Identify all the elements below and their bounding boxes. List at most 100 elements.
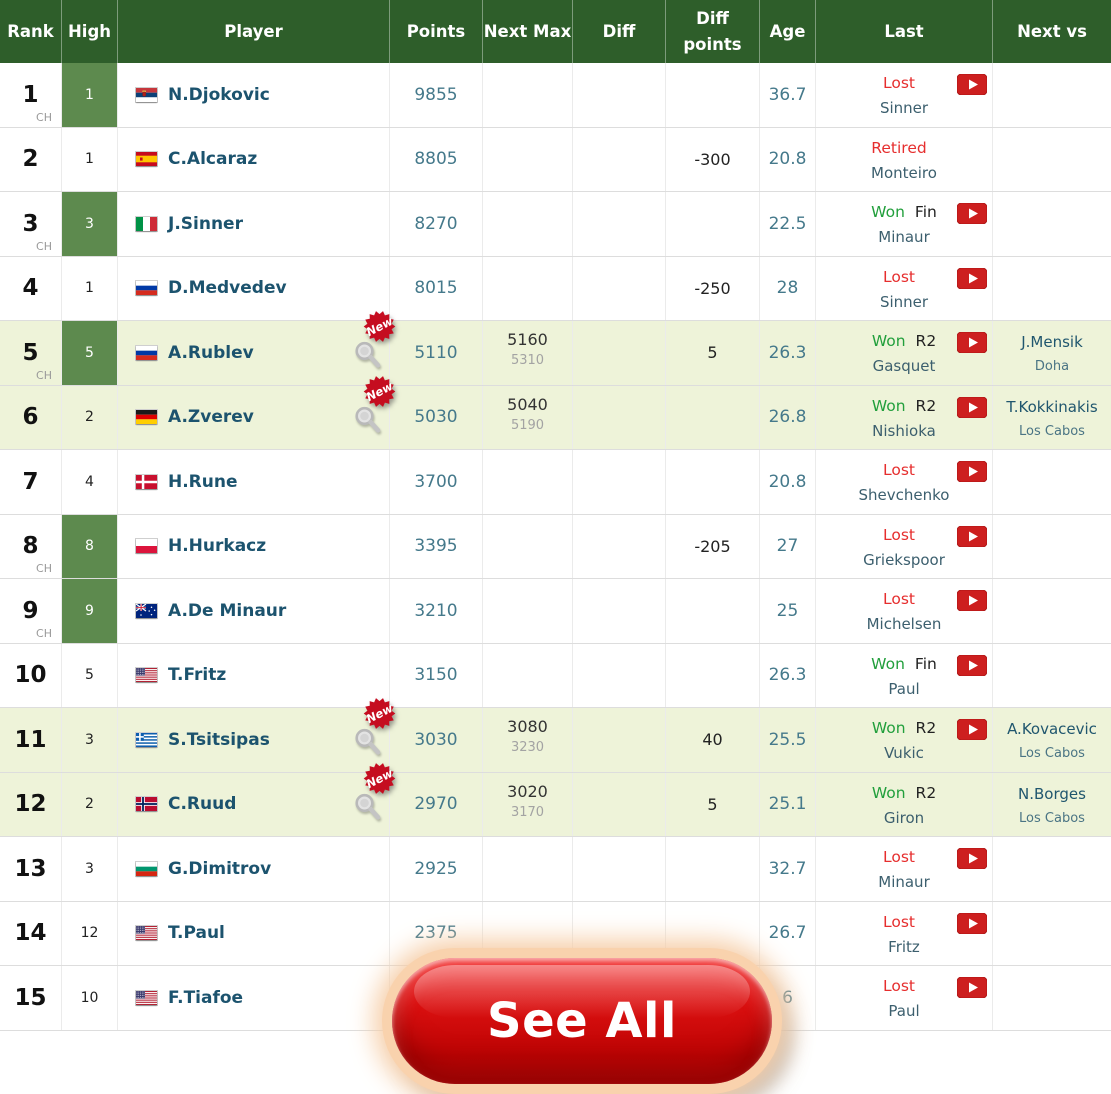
last-opponent: Giron — [883, 808, 925, 827]
table-row: 2 1 C.Alcaraz 8805 -300 20.8 R — [0, 127, 1111, 192]
diff-value — [573, 772, 666, 836]
age-value: 28 — [760, 256, 816, 320]
player-name[interactable]: J.Sinner — [168, 213, 243, 234]
age-value: 25.5 — [760, 708, 816, 772]
diff-value — [573, 837, 666, 901]
diff-value — [573, 321, 666, 385]
search-icon[interactable] — [353, 340, 384, 371]
youtube-play-icon[interactable] — [956, 976, 988, 999]
player-name[interactable]: F.Tiafoe — [168, 987, 244, 1008]
rank-cell: 7 — [0, 450, 62, 514]
player-name[interactable]: A.Rublev — [168, 342, 254, 363]
age-value: 22.5 — [760, 192, 816, 256]
player-name[interactable]: S.Tsitsipas — [168, 729, 270, 750]
player-name[interactable]: T.Paul — [168, 923, 225, 944]
youtube-play-icon[interactable] — [956, 202, 988, 225]
last-opponent: Michelsen — [866, 615, 942, 633]
youtube-play-icon[interactable] — [956, 654, 988, 676]
youtube-play-icon[interactable] — [956, 73, 988, 96]
points-value: 3700 — [390, 450, 483, 514]
player-cell: H.Hurkacz — [118, 514, 390, 578]
next-max-secondary-value: 5190 — [510, 417, 545, 433]
table-row: 5 CH 5 A.Rublev New 5110 5160 5310 5 26.… — [0, 311, 1111, 386]
high-cell: 12 — [62, 901, 118, 965]
high-cell: 9 — [62, 579, 118, 643]
rank-value: 1 — [22, 81, 39, 108]
last-opponent: Paul — [888, 1002, 920, 1020]
last-result: Won — [871, 332, 906, 350]
high-value: 3 — [85, 731, 94, 748]
player-cell: T.Paul — [118, 901, 390, 965]
youtube-play-icon[interactable] — [956, 912, 988, 934]
search-icon[interactable] — [353, 727, 384, 758]
player-name[interactable]: A.Zverev — [168, 407, 254, 428]
career-high-label: CH — [36, 239, 52, 253]
youtube-play-icon[interactable] — [956, 396, 988, 418]
last-opponent: Vukic — [884, 744, 924, 762]
high-value: 1 — [85, 280, 94, 297]
player-name[interactable]: C.Alcaraz — [168, 149, 258, 170]
player-name[interactable]: C.Ruud — [168, 794, 237, 815]
table-row: 12 2 C.Ruud New 2970 3020 3170 5 25.1 — [0, 762, 1111, 837]
last-match-cell: Won Fin Minaur — [816, 192, 993, 256]
player-name[interactable]: N.Djokovic — [168, 84, 270, 105]
last-result-line: Lost — [883, 526, 925, 544]
high-value: 9 — [85, 602, 94, 619]
player-name[interactable]: T.Fritz — [168, 665, 227, 686]
next-max-cell: 5040 5190 — [483, 385, 573, 449]
points-value: 3210 — [390, 579, 483, 643]
last-result: Won — [871, 719, 906, 737]
diff-points-value — [666, 63, 760, 127]
flag-poland-icon — [136, 539, 157, 554]
diff-points-value — [666, 385, 760, 449]
youtube-play-icon[interactable] — [956, 267, 988, 289]
column-header-diff-points: Diff points — [666, 0, 760, 63]
last-result-line: Lost — [883, 848, 925, 866]
next-tournament-location: Los Cabos — [1019, 746, 1085, 761]
youtube-play-icon[interactable] — [956, 847, 988, 870]
youtube-play-icon[interactable] — [956, 718, 988, 741]
see-all-button[interactable]: See All — [392, 958, 772, 1084]
diff-points-value: -300 — [666, 127, 760, 191]
column-header-high: High — [62, 0, 118, 63]
high-value: 12 — [80, 925, 99, 942]
next-vs-cell — [993, 515, 1111, 579]
player-name[interactable]: H.Hurkacz — [168, 536, 267, 557]
player-name[interactable]: A.De Minaur — [168, 600, 287, 621]
last-round: R2 — [915, 396, 937, 415]
youtube-play-icon[interactable] — [956, 589, 988, 612]
last-result-line: Lost — [883, 74, 925, 92]
player-cell: H.Rune — [118, 450, 390, 514]
high-cell: 1 — [62, 63, 118, 127]
search-icon[interactable] — [353, 792, 384, 823]
points-value: 5030 — [390, 385, 483, 449]
next-vs-cell: J.Mensik Doha — [993, 321, 1111, 385]
high-value: 3 — [85, 215, 94, 232]
last-match-cell: Won R2 Gasquet — [816, 321, 993, 385]
last-result: Won — [871, 654, 905, 673]
high-value: 1 — [85, 86, 94, 103]
rank-cell: 11 — [0, 708, 62, 772]
next-vs-cell — [993, 644, 1111, 708]
flag-greece-icon — [136, 732, 157, 747]
youtube-play-icon[interactable] — [956, 331, 988, 354]
flag-usa-icon — [136, 990, 157, 1005]
rank-cell: 3 CH — [0, 192, 62, 256]
last-opponent: Gasquet — [872, 357, 936, 375]
player-name[interactable]: D.Medvedev — [168, 278, 287, 299]
player-cell: A.De Minaur — [118, 579, 390, 643]
youtube-play-icon[interactable] — [956, 460, 988, 483]
last-round: R2 — [915, 332, 937, 350]
rank-cell: 8 CH — [0, 514, 62, 578]
search-icon[interactable] — [353, 405, 384, 436]
last-result-line: Lost — [883, 461, 925, 479]
points-value: 2970 — [390, 772, 483, 836]
player-name[interactable]: G.Dimitrov — [168, 858, 272, 879]
rank-value: 15 — [14, 984, 47, 1011]
rank-cell: 14 — [0, 901, 62, 965]
diff-points-value: 5 — [666, 321, 760, 385]
high-cell: 5 — [62, 321, 118, 385]
player-name[interactable]: H.Rune — [168, 471, 238, 492]
rank-cell: 13 — [0, 837, 62, 901]
youtube-play-icon[interactable] — [956, 525, 988, 547]
